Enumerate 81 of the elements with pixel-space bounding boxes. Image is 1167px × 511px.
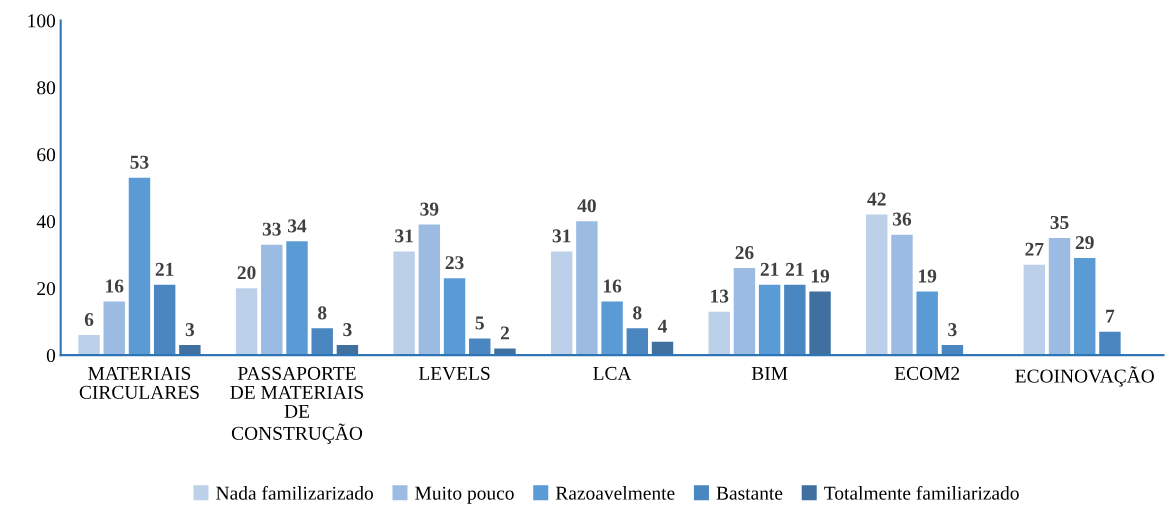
data-label: 16 <box>603 279 622 293</box>
bar <box>261 244 283 356</box>
bar <box>494 348 516 356</box>
data-label: 36 <box>892 212 912 226</box>
bar <box>1099 331 1121 356</box>
y-tick-label: 40 <box>36 215 56 229</box>
x-tick-label: ECOINOVAÇÃO <box>1015 366 1154 387</box>
data-label: 3 <box>343 323 352 337</box>
bar <box>866 214 888 356</box>
bar <box>418 224 441 356</box>
data-label: 13 <box>711 289 729 303</box>
data-label: 35 <box>1050 215 1069 230</box>
bar <box>1023 264 1046 356</box>
bar <box>179 345 201 356</box>
data-label: 16 <box>106 279 124 293</box>
bar <box>626 328 649 356</box>
data-label: 19 <box>919 269 937 283</box>
legend-label: Totalmente familiarizado <box>824 485 1019 500</box>
data-label: 31 <box>395 229 413 243</box>
bar <box>311 328 333 356</box>
data-label: 5 <box>475 316 484 330</box>
bar <box>916 291 938 356</box>
legend-label: Bastante <box>716 486 783 500</box>
data-label: 34 <box>288 219 307 233</box>
bar <box>1074 258 1096 356</box>
data-label: 21 <box>760 262 779 276</box>
data-label: 8 <box>633 306 642 320</box>
bar <box>235 288 258 356</box>
bar <box>733 268 756 356</box>
y-tick-label: 0 <box>46 348 56 363</box>
data-label: 53 <box>130 155 149 169</box>
data-label: 21 <box>785 262 804 276</box>
bar <box>393 251 415 356</box>
y-tick-label: 20 <box>37 282 56 296</box>
bar <box>758 284 781 356</box>
bar <box>153 284 176 356</box>
bar <box>708 311 730 356</box>
bar <box>1048 238 1071 356</box>
data-label: 33 <box>262 222 281 236</box>
bar <box>78 335 100 356</box>
data-label: 31 <box>552 229 571 243</box>
legend-label: Muito pouco <box>415 486 514 504</box>
bar <box>103 301 125 356</box>
x-tick-label: MATERIAIS CIRCULARES <box>79 366 199 399</box>
data-label: 29 <box>1075 236 1094 250</box>
legend-label: Razoavelmente <box>555 486 675 500</box>
data-label: 4 <box>657 319 668 333</box>
x-tick-label: BIM <box>751 367 788 380</box>
data-label: 19 <box>811 269 830 283</box>
data-label: 8 <box>317 306 327 320</box>
x-tick-label: PASSAPORTE DE MATERIAIS DE CONSTRUÇÃO <box>230 366 364 444</box>
bar <box>286 241 308 356</box>
x-tick-label: ECOM2 <box>894 366 960 380</box>
bar <box>443 278 466 356</box>
bar <box>784 284 806 356</box>
data-label: 23 <box>445 256 464 270</box>
bar <box>550 251 573 356</box>
x-tick-label: LEVELS <box>418 366 490 381</box>
data-label: 21 <box>155 262 174 276</box>
data-label: 40 <box>577 199 596 213</box>
y-tick-label: 60 <box>37 148 56 162</box>
data-label: 42 <box>867 192 886 206</box>
bar <box>128 177 151 356</box>
data-label: 6 <box>84 313 94 327</box>
data-label: 2 <box>500 326 509 340</box>
bar <box>891 234 913 356</box>
y-tick-label: 80 <box>37 81 56 95</box>
legend-label: Nada familizarizado <box>216 485 373 500</box>
data-label: 26 <box>735 246 754 260</box>
x-tick-label: LCA <box>593 366 632 380</box>
data-label: 27 <box>1025 242 1044 256</box>
data-label: 39 <box>420 202 439 216</box>
data-label: 3 <box>185 323 195 337</box>
bar <box>809 291 831 356</box>
bar <box>576 221 598 356</box>
y-tick-label: 100 <box>28 14 56 28</box>
bar <box>601 301 623 356</box>
bar <box>469 338 491 356</box>
data-label: 20 <box>237 266 256 280</box>
data-label: 3 <box>948 323 957 337</box>
data-label: 7 <box>1106 309 1115 323</box>
